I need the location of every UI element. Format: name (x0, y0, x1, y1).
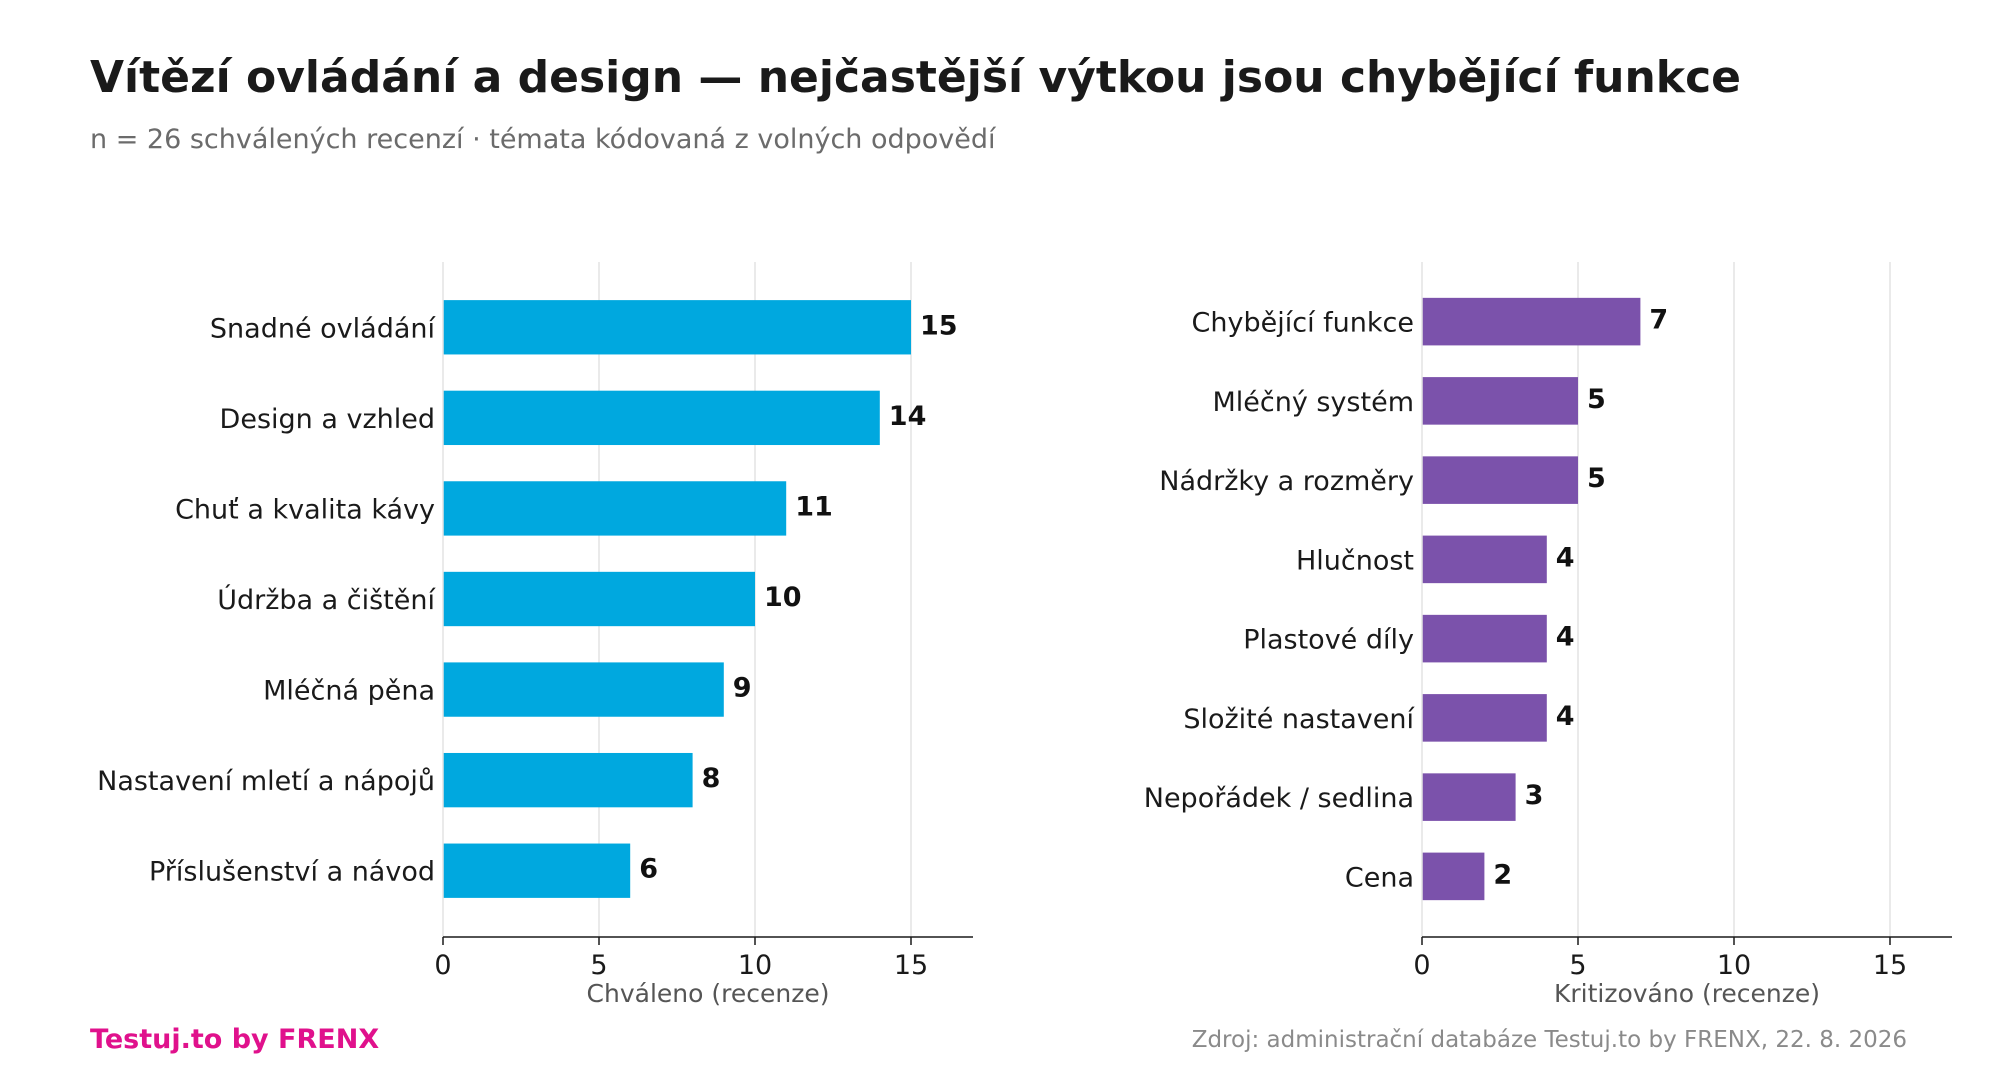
criticism-value-label: 3 (1525, 780, 1544, 811)
brand-logo-text: Testuj.to by FRENX (90, 1024, 380, 1055)
praise-bar (443, 300, 911, 355)
criticism-tick-label: 0 (1413, 950, 1430, 981)
criticism-category-label: Hlučnost (1296, 545, 1414, 576)
praise-bar (443, 571, 755, 627)
criticism-value-label: 4 (1556, 622, 1575, 653)
praise-bar (443, 390, 880, 446)
praise-value-label: 9 (733, 673, 752, 704)
criticism-category-label: Nepořádek / sedlina (1144, 783, 1414, 814)
praise-value-label: 10 (764, 582, 802, 613)
praise-value-label: 11 (795, 491, 833, 522)
praise-category-label: Mléčná pěna (263, 676, 435, 707)
praise-category-label: Nastavení mletí a nápojů (97, 766, 435, 797)
praise-bar (443, 662, 724, 717)
chart-subtitle: n = 26 schválených recenzí · témata kódo… (90, 124, 996, 155)
praise-value-label: 6 (639, 854, 658, 885)
praise-value-label: 15 (920, 310, 958, 341)
praise-category-label: Údržba a čištění (217, 584, 436, 616)
criticism-category-label: Složité nastavení (1183, 704, 1415, 735)
criticism-x-axis-title: Kritizováno (recenze) (1554, 979, 1820, 1008)
praise-bar (443, 481, 787, 536)
chart-title: Vítězí ovládání a design — nejčastější v… (90, 52, 1741, 103)
criticism-bar (1422, 614, 1547, 663)
criticism-value-label: 5 (1587, 463, 1606, 494)
criticism-category-label: Cena (1345, 862, 1414, 893)
criticism-tick-label: 5 (1569, 950, 1586, 981)
praise-tick-label: 15 (894, 950, 928, 981)
criticism-chart-panel: Chybějící funkce 7 Mléčný systém 5 Nádržky a… (1144, 262, 1952, 1008)
criticism-value-label: 4 (1556, 542, 1575, 573)
criticism-bar (1422, 694, 1547, 742)
praise-category-label: Příslušenství a návod (149, 857, 435, 888)
criticism-value-label: 5 (1587, 384, 1606, 415)
criticism-category-label: Chybějící funkce (1192, 308, 1414, 339)
criticism-bar (1422, 377, 1578, 425)
praise-tick-label: 5 (590, 950, 607, 981)
praise-bar (443, 752, 693, 808)
praise-x-axis-title: Chváleno (recenze) (587, 979, 830, 1008)
criticism-tick-label: 10 (1717, 950, 1751, 981)
criticism-category-label: Plastové díly (1243, 625, 1414, 656)
criticism-tick-label: 15 (1873, 950, 1907, 981)
criticism-category-label: Mléčný systém (1212, 387, 1414, 418)
praise-value-label: 14 (889, 401, 927, 432)
criticism-value-label: 4 (1556, 701, 1575, 732)
praise-category-label: Snadné ovládání (210, 313, 437, 344)
praise-chart-panel: Snadné ovládání 15 Design a vzhled 14 Chuť a… (97, 262, 973, 1008)
praise-bar (443, 843, 631, 898)
criticism-bar (1422, 773, 1516, 821)
praise-tick-label: 10 (738, 950, 772, 981)
criticism-bar (1422, 456, 1578, 504)
praise-category-label: Design a vzhled (220, 404, 435, 435)
praise-value-label: 8 (702, 763, 721, 794)
praise-category-label: Chuť a kvalita kávy (175, 494, 435, 525)
criticism-bar (1422, 535, 1547, 584)
criticism-value-label: 2 (1493, 859, 1512, 890)
criticism-value-label: 7 (1649, 305, 1668, 336)
praise-tick-label: 0 (434, 950, 451, 981)
criticism-bar (1422, 297, 1641, 346)
criticism-category-label: Nádržky a rozměry (1159, 466, 1414, 497)
source-note: Zdroj: administrační databáze Testuj.to … (1191, 1027, 1907, 1053)
criticism-bar (1422, 852, 1485, 901)
